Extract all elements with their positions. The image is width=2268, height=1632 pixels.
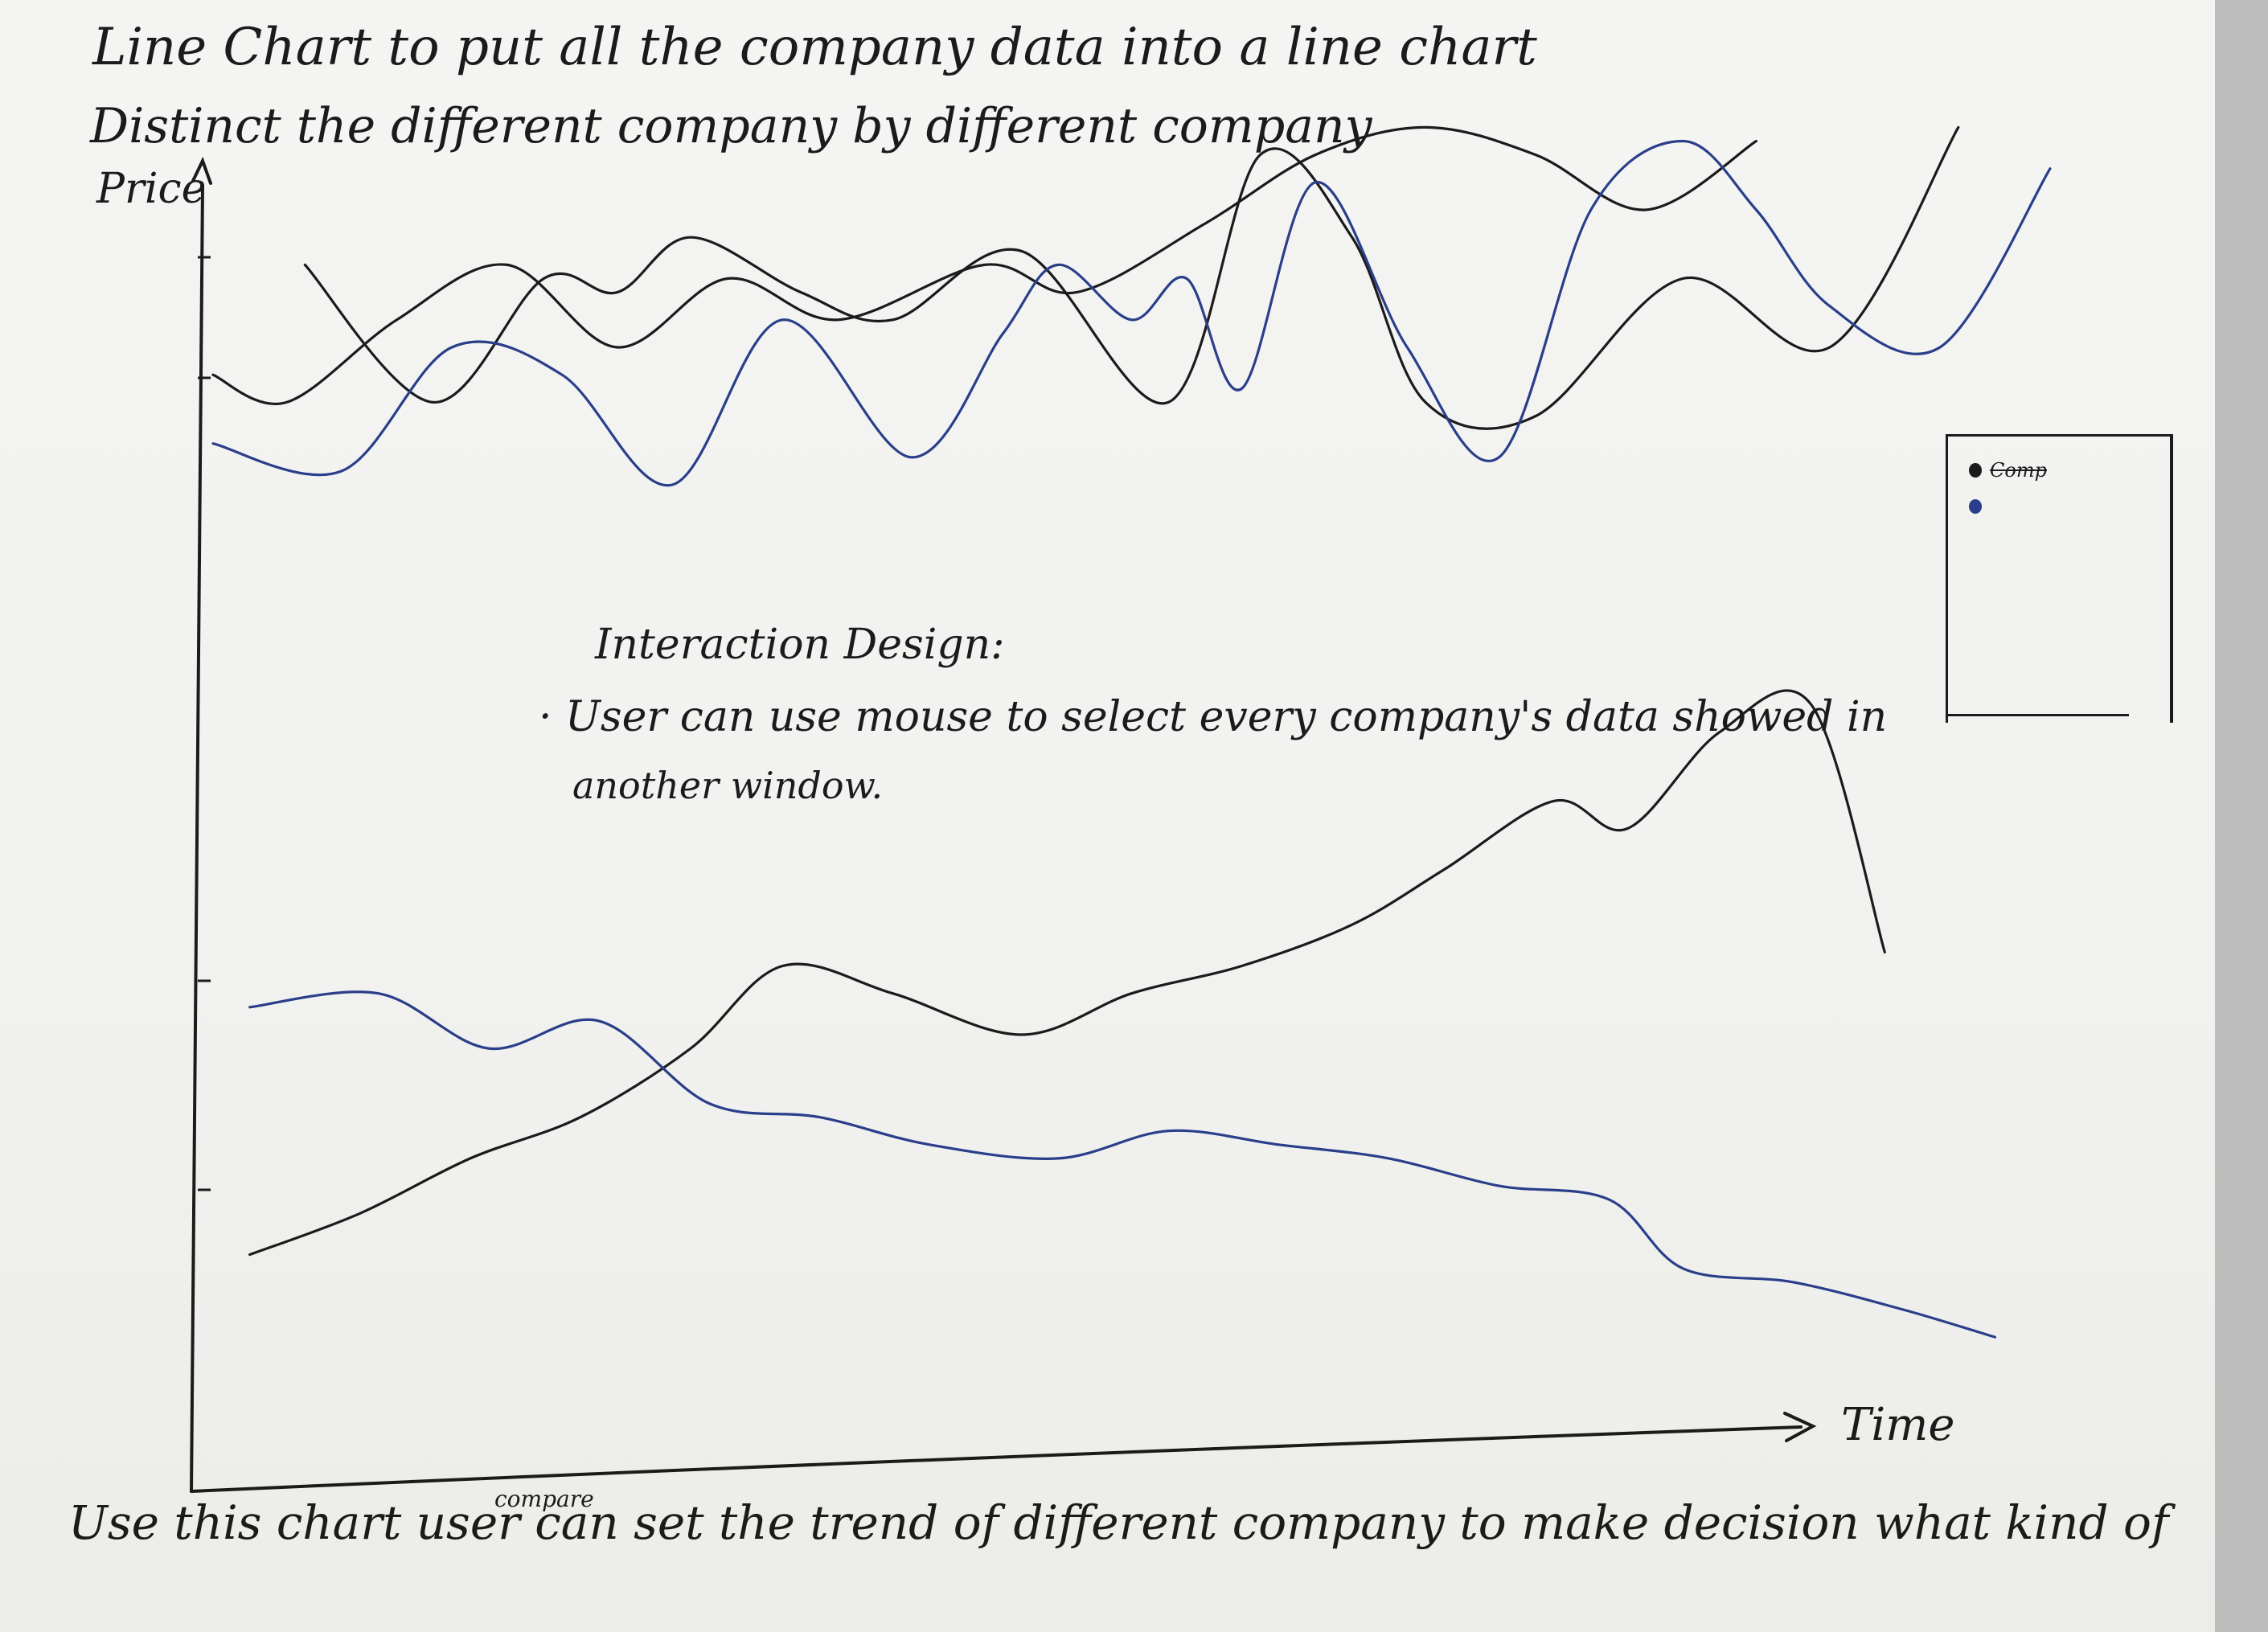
sketch-title-line-1: Line Chart to put all the company data i…: [92, 18, 1537, 77]
x-axis-line: [190, 1425, 1803, 1493]
background-wall: [2215, 0, 2268, 1632]
sketch-title-line-2: Distinct the different company by differ…: [90, 98, 1372, 154]
legend-base-line: [1947, 714, 2129, 716]
series-line-4[interactable]: [248, 689, 1886, 1257]
x-axis-label: Time: [1841, 1399, 1955, 1451]
series-line-5[interactable]: [248, 990, 1996, 1339]
series-lines: [211, 125, 2052, 1339]
line-chart-sketch: [190, 125, 2052, 1493]
series-line-3[interactable]: [211, 139, 2052, 487]
legend-dot-black: [1969, 463, 1982, 478]
bottom-note-insert: compare: [494, 1486, 594, 1512]
interaction-heading: Interaction Design:: [595, 621, 1005, 669]
bottom-note: Use this chart user can set the trend of…: [68, 1495, 2169, 1550]
legend-dot-blue: [1969, 499, 1982, 514]
legend-item-1[interactable]: Comp: [1969, 459, 2047, 482]
interaction-bullet-line-1: · User can use mouse to select every com…: [539, 693, 1888, 741]
interaction-bullet-line-2: another window.: [572, 764, 884, 807]
series-line-1[interactable]: [211, 125, 1757, 405]
y-axis-arrowhead: [191, 156, 212, 185]
y-axis-ticks: [198, 256, 211, 1191]
series-line-2[interactable]: [303, 125, 1960, 430]
x-axis-arrowhead: [1783, 1412, 1817, 1442]
chart-axes: [190, 156, 1817, 1493]
y-axis-line: [190, 185, 204, 1493]
legend-item-2[interactable]: [1969, 499, 1982, 514]
legend-label-1: Comp: [1990, 459, 2047, 482]
legend-box[interactable]: Comp: [1946, 434, 2173, 723]
y-axis-label: Price: [96, 165, 207, 213]
whiteboard-paper: [0, 0, 2215, 1632]
